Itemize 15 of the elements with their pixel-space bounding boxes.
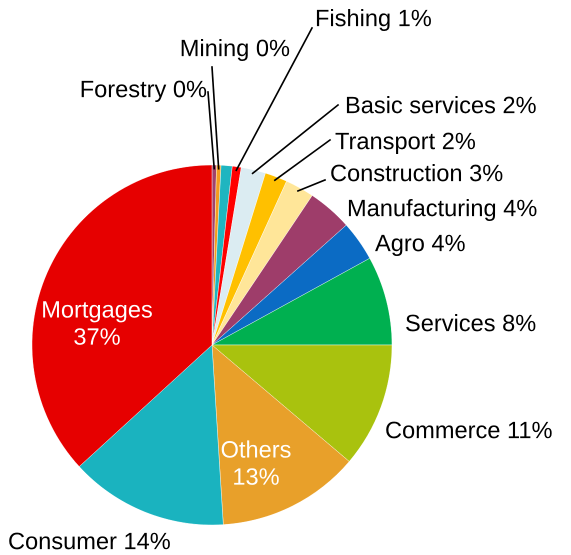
slice-label: Basic services 2% bbox=[346, 96, 536, 114]
slice-label: Others bbox=[222, 440, 291, 458]
data-label: 37% bbox=[74, 328, 120, 345]
slice-label: Fishing 1% bbox=[316, 8, 431, 32]
slice-label: Mining 0% bbox=[182, 38, 290, 62]
slice-label: Services 8% bbox=[406, 314, 536, 332]
slice-label: Transport 2% bbox=[336, 132, 475, 154]
slice-label: Manufacturing 4% bbox=[348, 198, 536, 222]
slice-label: Agro 4% bbox=[375, 234, 465, 256]
slice-label: Commerce 11% bbox=[386, 422, 552, 438]
data-label: 13% bbox=[234, 468, 279, 485]
slice-label: Construction 3% bbox=[331, 164, 502, 182]
slice-label: Mortgages bbox=[43, 301, 152, 322]
slice-label: Forestry 0% bbox=[82, 80, 206, 102]
slice-label: Consumer 14% bbox=[9, 532, 170, 550]
